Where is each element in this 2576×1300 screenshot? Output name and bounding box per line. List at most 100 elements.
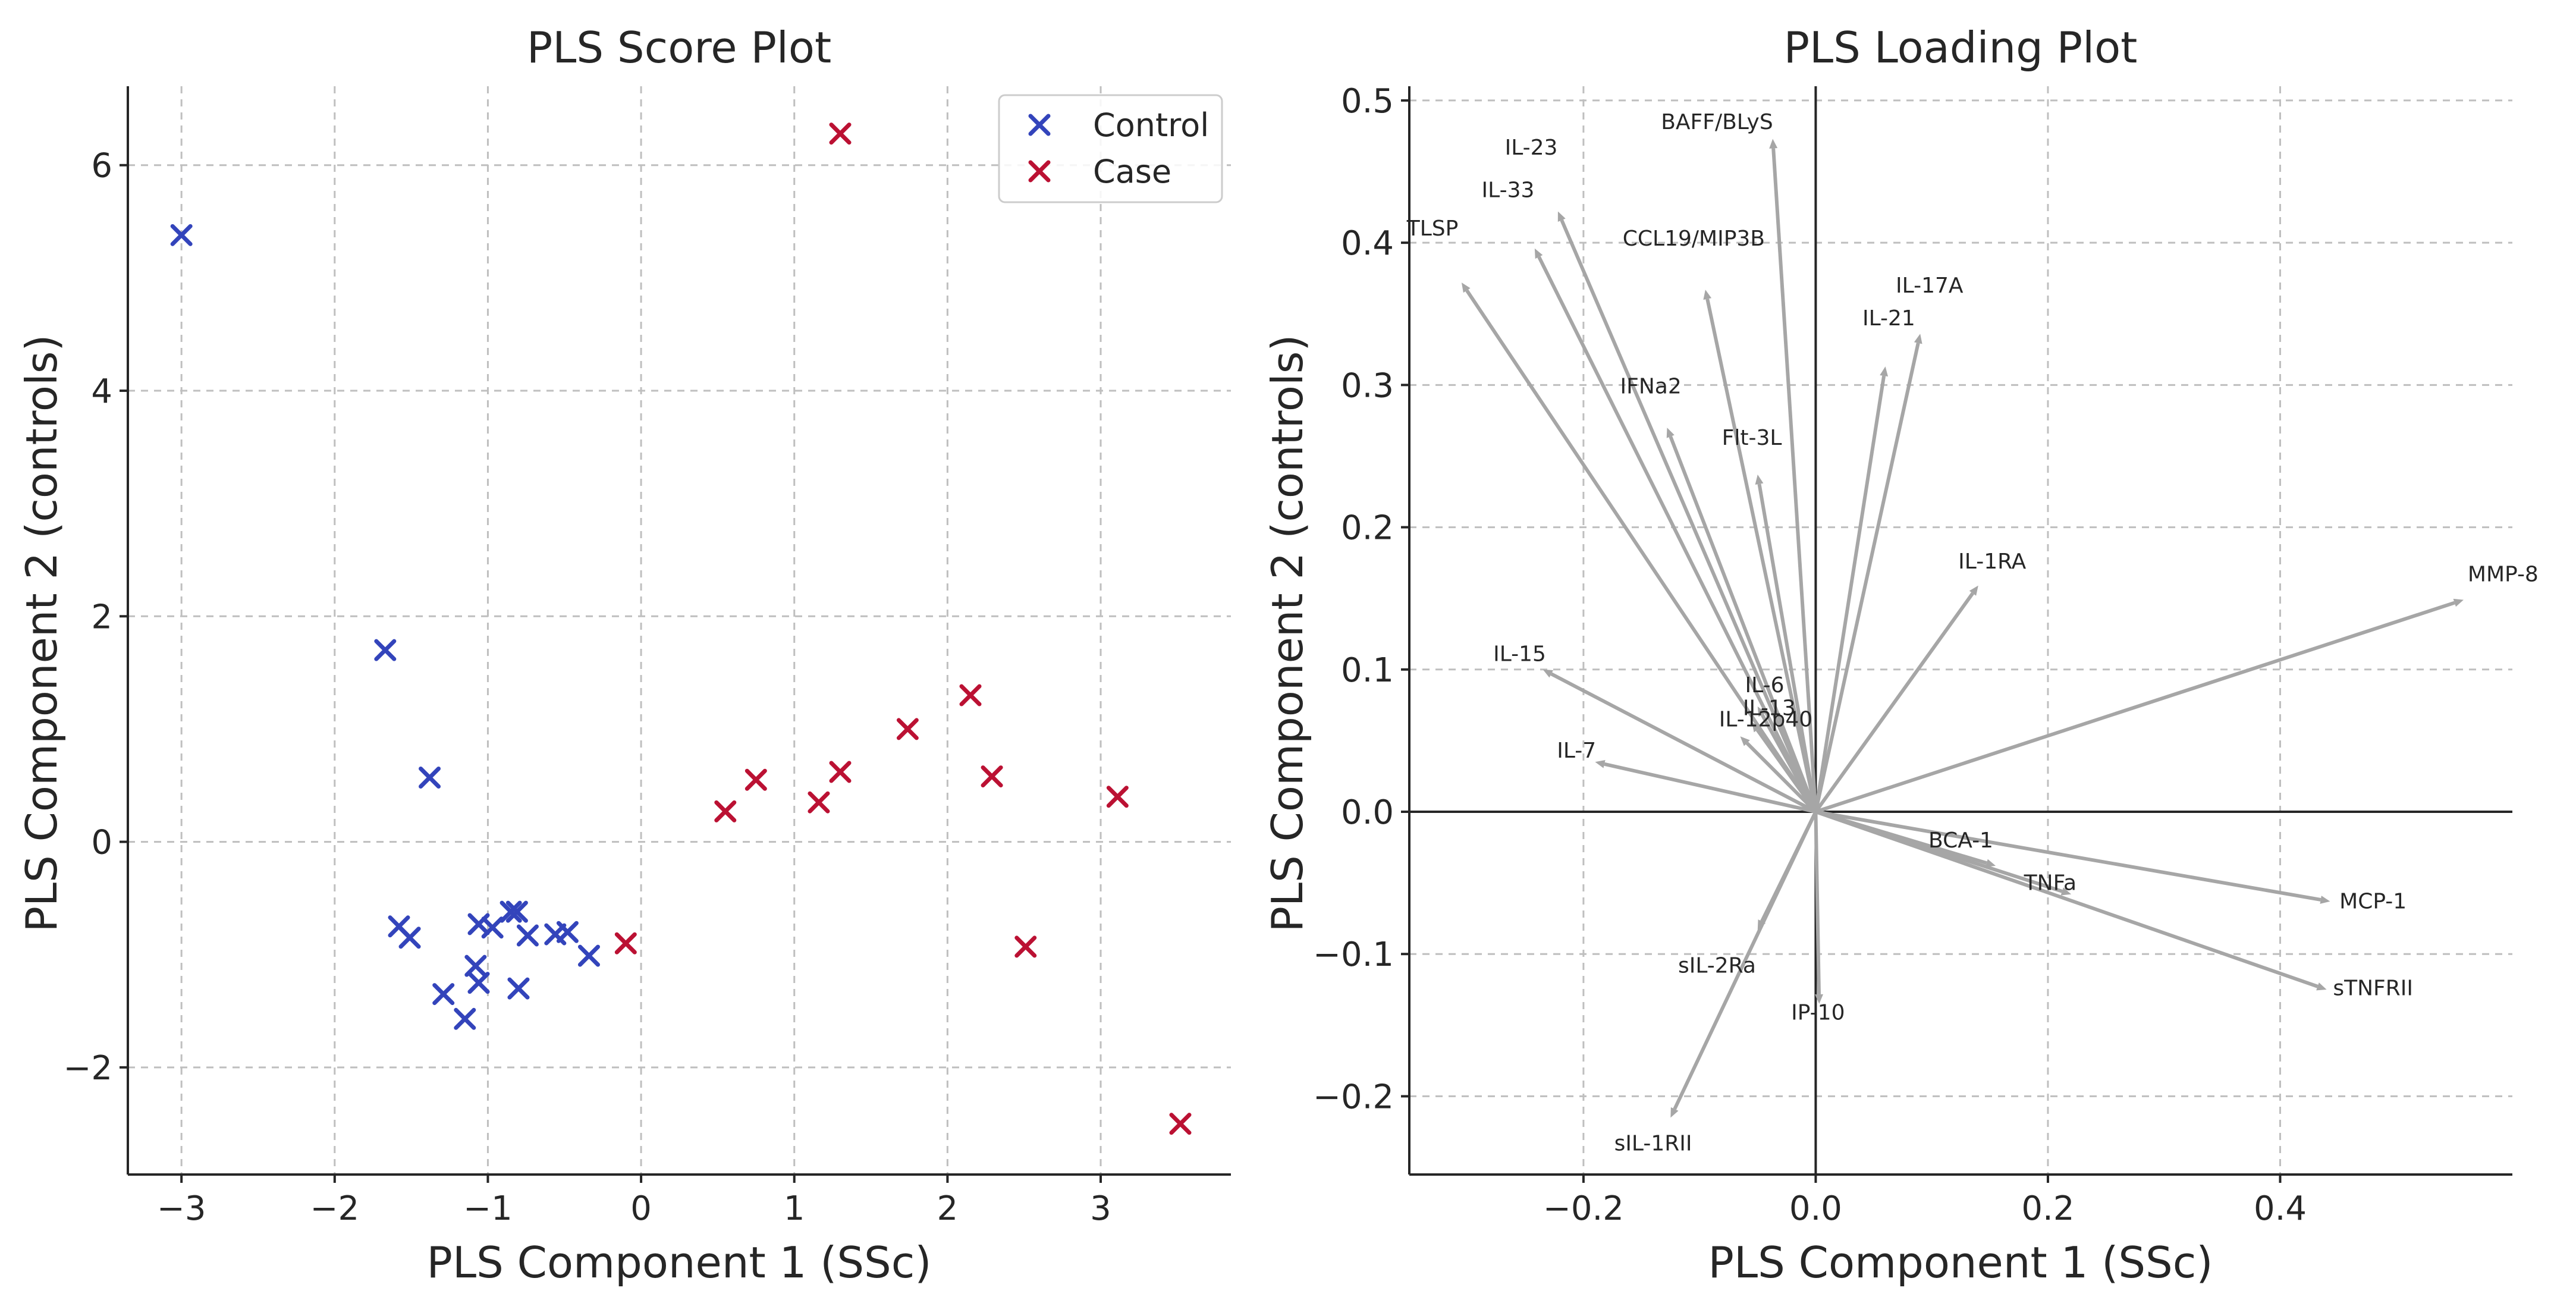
score-plot-x-axis-label: PLS Component 1 (SSc): [427, 1238, 932, 1288]
loading-plot-ticks: −0.2 0.0 0.2 0.4 −0.2 −0.1 0.0 0.1 0.2 0.3 0.4 0.5: [1313, 82, 2307, 1228]
loading-arrow-flt-3l: [1755, 475, 1818, 812]
loading-plot-axes: [1408, 86, 2512, 1176]
loading-plot-x-axis-label: PLS Component 1 (SSc): [1708, 1238, 2213, 1288]
case-point: [829, 761, 852, 783]
legend-marker-control: [1028, 114, 1051, 136]
control-point: [454, 1007, 476, 1030]
loading-plot-y-tick-label: 0.3: [1341, 366, 1394, 405]
score-plot-x-tick-label: −2: [310, 1189, 360, 1228]
control-point: [467, 972, 490, 994]
loading-label-mcp-1: MCP-1: [2339, 890, 2407, 914]
case-point: [614, 932, 637, 954]
score-plot-x-tick-label: 3: [1090, 1189, 1111, 1228]
loading-plot-zero-lines: [1409, 86, 2512, 1175]
score-plot-x-tick-label: 0: [630, 1189, 652, 1228]
loading-label-ifna2: IFNa2: [1620, 375, 1682, 399]
control-point: [500, 900, 522, 923]
score-plot-legend: Control Case: [998, 94, 1223, 203]
case-point: [714, 800, 737, 822]
loading-arrow-ip-10: [1814, 811, 1823, 1004]
loading-label-il-21: IL-21: [1862, 306, 1915, 331]
loading-arrow-il-12p40: [1740, 736, 1817, 814]
loading-arrow-il-17a: [1814, 334, 1922, 812]
legend-label-control: Control: [1093, 106, 1209, 144]
control-point: [516, 924, 539, 947]
loading-arrow-il-15: [1543, 669, 1817, 814]
loading-plot-y-tick-label: 0.4: [1341, 224, 1394, 263]
case-point: [1106, 786, 1129, 808]
control-point: [505, 900, 528, 923]
case-point: [1169, 1113, 1192, 1135]
score-plot-axes: [127, 86, 1231, 1176]
loading-arrow-mmp-8: [1815, 598, 2464, 814]
case-point: [829, 123, 852, 145]
loading-plot-x-tick-label: 0.2: [2021, 1189, 2074, 1228]
loading-label-stnfrii: sTNFRII: [2333, 976, 2413, 1001]
case-point: [808, 791, 830, 814]
legend-label-case: Case: [1093, 153, 1171, 190]
loading-plot-x-tick-label: −0.2: [1543, 1189, 1624, 1228]
score-plot-y-axis-label: PLS Component 2 (controls): [17, 335, 67, 932]
loading-arrow-tlsp: [1461, 282, 1817, 813]
case-point: [1014, 935, 1037, 958]
loading-label-il-12p40: IL-12p40: [1719, 707, 1813, 731]
control-point: [170, 224, 193, 246]
score-plot-grid: [128, 86, 1231, 1175]
loading-arrow-il-21: [1814, 366, 1889, 812]
loading-plot-y-tick-label: 0.0: [1341, 793, 1394, 832]
loading-plot-vectors: [1461, 139, 2464, 1118]
loading-plot-x-tick-label: 0.4: [2254, 1189, 2307, 1228]
loading-arrow-il-23: [1557, 211, 1818, 813]
loading-label-bca-1: BCA-1: [1928, 828, 1993, 853]
loading-arrow-il-6: [1757, 706, 1818, 813]
case-point: [981, 765, 1003, 788]
loading-arrow-il-7: [1595, 759, 1817, 814]
loading-label-il-13: IL-13: [1743, 696, 1796, 720]
control-point: [398, 927, 421, 949]
loading-label-sil-2ra: sIL-2Ra: [1678, 953, 1756, 978]
control-point: [507, 977, 530, 1000]
score-plot-y-tick-label: −2: [63, 1049, 112, 1088]
legend-frame: [998, 94, 1223, 203]
score-plot-x-tick-label: −1: [463, 1189, 513, 1228]
score-plot-panel: PLS Score Plot −3 −2 −1 0 1 2 3 −2 0 2 4 6 PLS Comp…: [17, 23, 1231, 1288]
case-point: [744, 768, 767, 791]
loading-plot-panel: PLS Loading Plot BAFF/BLyS IL-23 IL-33 TLSP…: [1262, 23, 2539, 1288]
loading-label-mmp-8: MMP-8: [2468, 562, 2539, 586]
loading-label-il-1ra: IL-1RA: [1958, 549, 2026, 574]
loading-label-il-6: IL-6: [1745, 673, 1785, 698]
loading-label-ip-10: IP-10: [1791, 1000, 1845, 1025]
loading-label-tlsp: TLSP: [1406, 216, 1459, 241]
loading-plot-y-axis-label: PLS Component 2 (controls): [1262, 335, 1312, 932]
score-plot-y-tick-label: 2: [91, 598, 112, 636]
case-point: [959, 684, 982, 706]
score-plot-y-tick-label: 6: [91, 147, 112, 186]
control-point: [556, 921, 579, 943]
loading-arrow-stnfrii: [1815, 810, 2327, 991]
loading-arrow-mcp-1: [1815, 810, 2330, 904]
loading-plot-title: PLS Loading Plot: [1784, 23, 2138, 73]
loading-label-il-15: IL-15: [1493, 642, 1546, 666]
loading-plot-y-tick-label: −0.2: [1313, 1078, 1394, 1116]
loading-plot-vector-labels: BAFF/BLyS IL-23 IL-33 TLSP CCL19/MIP3B IL-17A…: [1406, 110, 2539, 1156]
score-plot-title: PLS Score Plot: [527, 23, 831, 73]
loading-arrow-il-1ra: [1814, 585, 1978, 813]
control-point: [419, 766, 441, 789]
loading-label-tnfa: TNFa: [2024, 871, 2076, 896]
score-plot-x-tick-label: 2: [937, 1189, 959, 1228]
loading-label-il-7: IL-7: [1557, 739, 1596, 763]
score-plot-x-tick-label: 1: [784, 1189, 805, 1228]
loading-label-baff-blys: BAFF/BLyS: [1661, 110, 1773, 134]
control-point: [374, 639, 397, 661]
loading-plot-y-tick-label: 0.2: [1341, 509, 1394, 548]
loading-label-ccl19-mip3b: CCL19/MIP3B: [1623, 227, 1765, 251]
case-point: [896, 718, 919, 740]
loading-label-il-33: IL-33: [1482, 178, 1535, 203]
loading-arrow-ccl19-mip3b: [1703, 290, 1818, 812]
control-point: [481, 916, 504, 939]
loading-arrow-il-13: [1752, 722, 1817, 813]
loading-label-sil-1rii: sIL-1RII: [1614, 1131, 1692, 1155]
loading-label-il-17a: IL-17A: [1896, 274, 1964, 298]
loading-plot-x-tick-label: 0.0: [1789, 1189, 1842, 1228]
score-plot-y-tick-label: 0: [91, 824, 112, 862]
